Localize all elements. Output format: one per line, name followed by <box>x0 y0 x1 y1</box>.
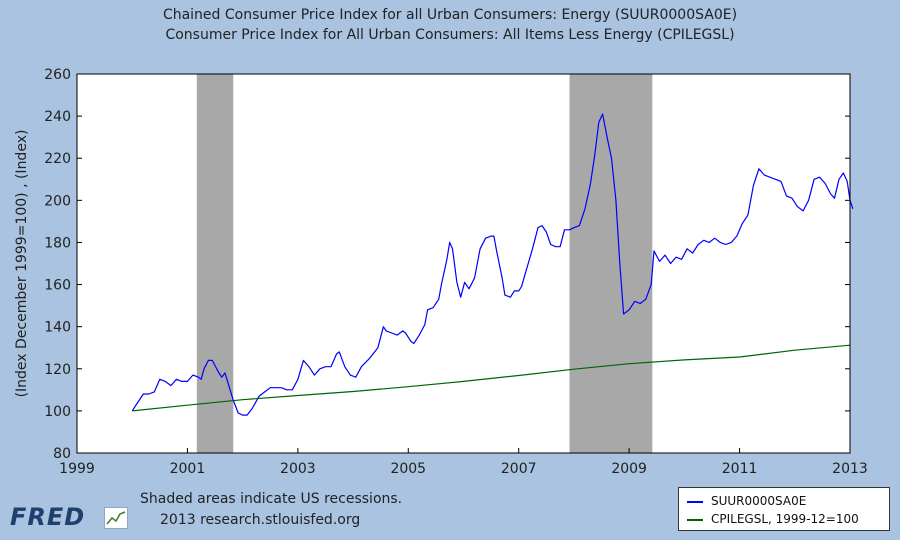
x-tick-label-2007: 2007 <box>501 461 537 477</box>
plot-border <box>76 73 851 454</box>
y-tick-label-260: 260 <box>44 67 71 83</box>
chart-legend: SUUR0000SA0E CPILEGSL, 1999-12=100 <box>678 487 890 531</box>
x-tick-label-1999: 1999 <box>59 461 95 477</box>
y-tick-label-120: 120 <box>44 362 71 378</box>
chart-title-line-1: Chained Consumer Price Index for all Urb… <box>162 7 738 23</box>
chart-title-line-2: Consumer Price Index for All Urban Consu… <box>165 27 735 43</box>
y-axis-label: (Index December 1999=100) , (Index) <box>14 130 30 398</box>
x-tick-label-2011: 2011 <box>722 461 758 477</box>
fred-chart-icon <box>104 507 128 529</box>
series-line-energy <box>131 113 854 416</box>
legend-swatch-core <box>687 518 703 521</box>
y-tick-label-180: 180 <box>44 235 71 251</box>
y-tick-label-240: 240 <box>44 109 71 125</box>
legend-entry-core: CPILEGSL, 1999-12=100 <box>687 512 859 528</box>
x-tick-label-2009: 2009 <box>611 461 647 477</box>
legend-entry-energy: SUUR0000SA0E <box>687 494 806 510</box>
y-tick-label-220: 220 <box>44 151 71 167</box>
fred-logo: FRED <box>10 503 128 533</box>
y-tick-label-80: 80 <box>53 446 71 462</box>
recession-band-2 <box>569 74 653 453</box>
legend-label-energy: SUUR0000SA0E <box>711 494 807 508</box>
x-tick-label-2005: 2005 <box>390 461 426 477</box>
y-tick-label-160: 160 <box>44 278 71 294</box>
x-tick-label-2003: 2003 <box>280 461 316 477</box>
plot-area <box>77 74 850 453</box>
source-note: 2013 research.stlouisfed.org <box>160 512 361 528</box>
series-line-core <box>132 344 851 412</box>
recession-note: Shaded areas indicate US recessions. <box>140 491 403 507</box>
legend-swatch-energy <box>687 500 703 503</box>
x-tick-label-2013: 2013 <box>832 461 868 477</box>
recession-band-1 <box>196 74 234 453</box>
legend-label-core: CPILEGSL, 1999-12=100 <box>711 512 859 526</box>
x-tick-label-2001: 2001 <box>170 461 206 477</box>
y-tick-label-140: 140 <box>44 320 71 336</box>
y-tick-label-200: 200 <box>44 193 71 209</box>
y-tick-label-100: 100 <box>44 404 71 420</box>
